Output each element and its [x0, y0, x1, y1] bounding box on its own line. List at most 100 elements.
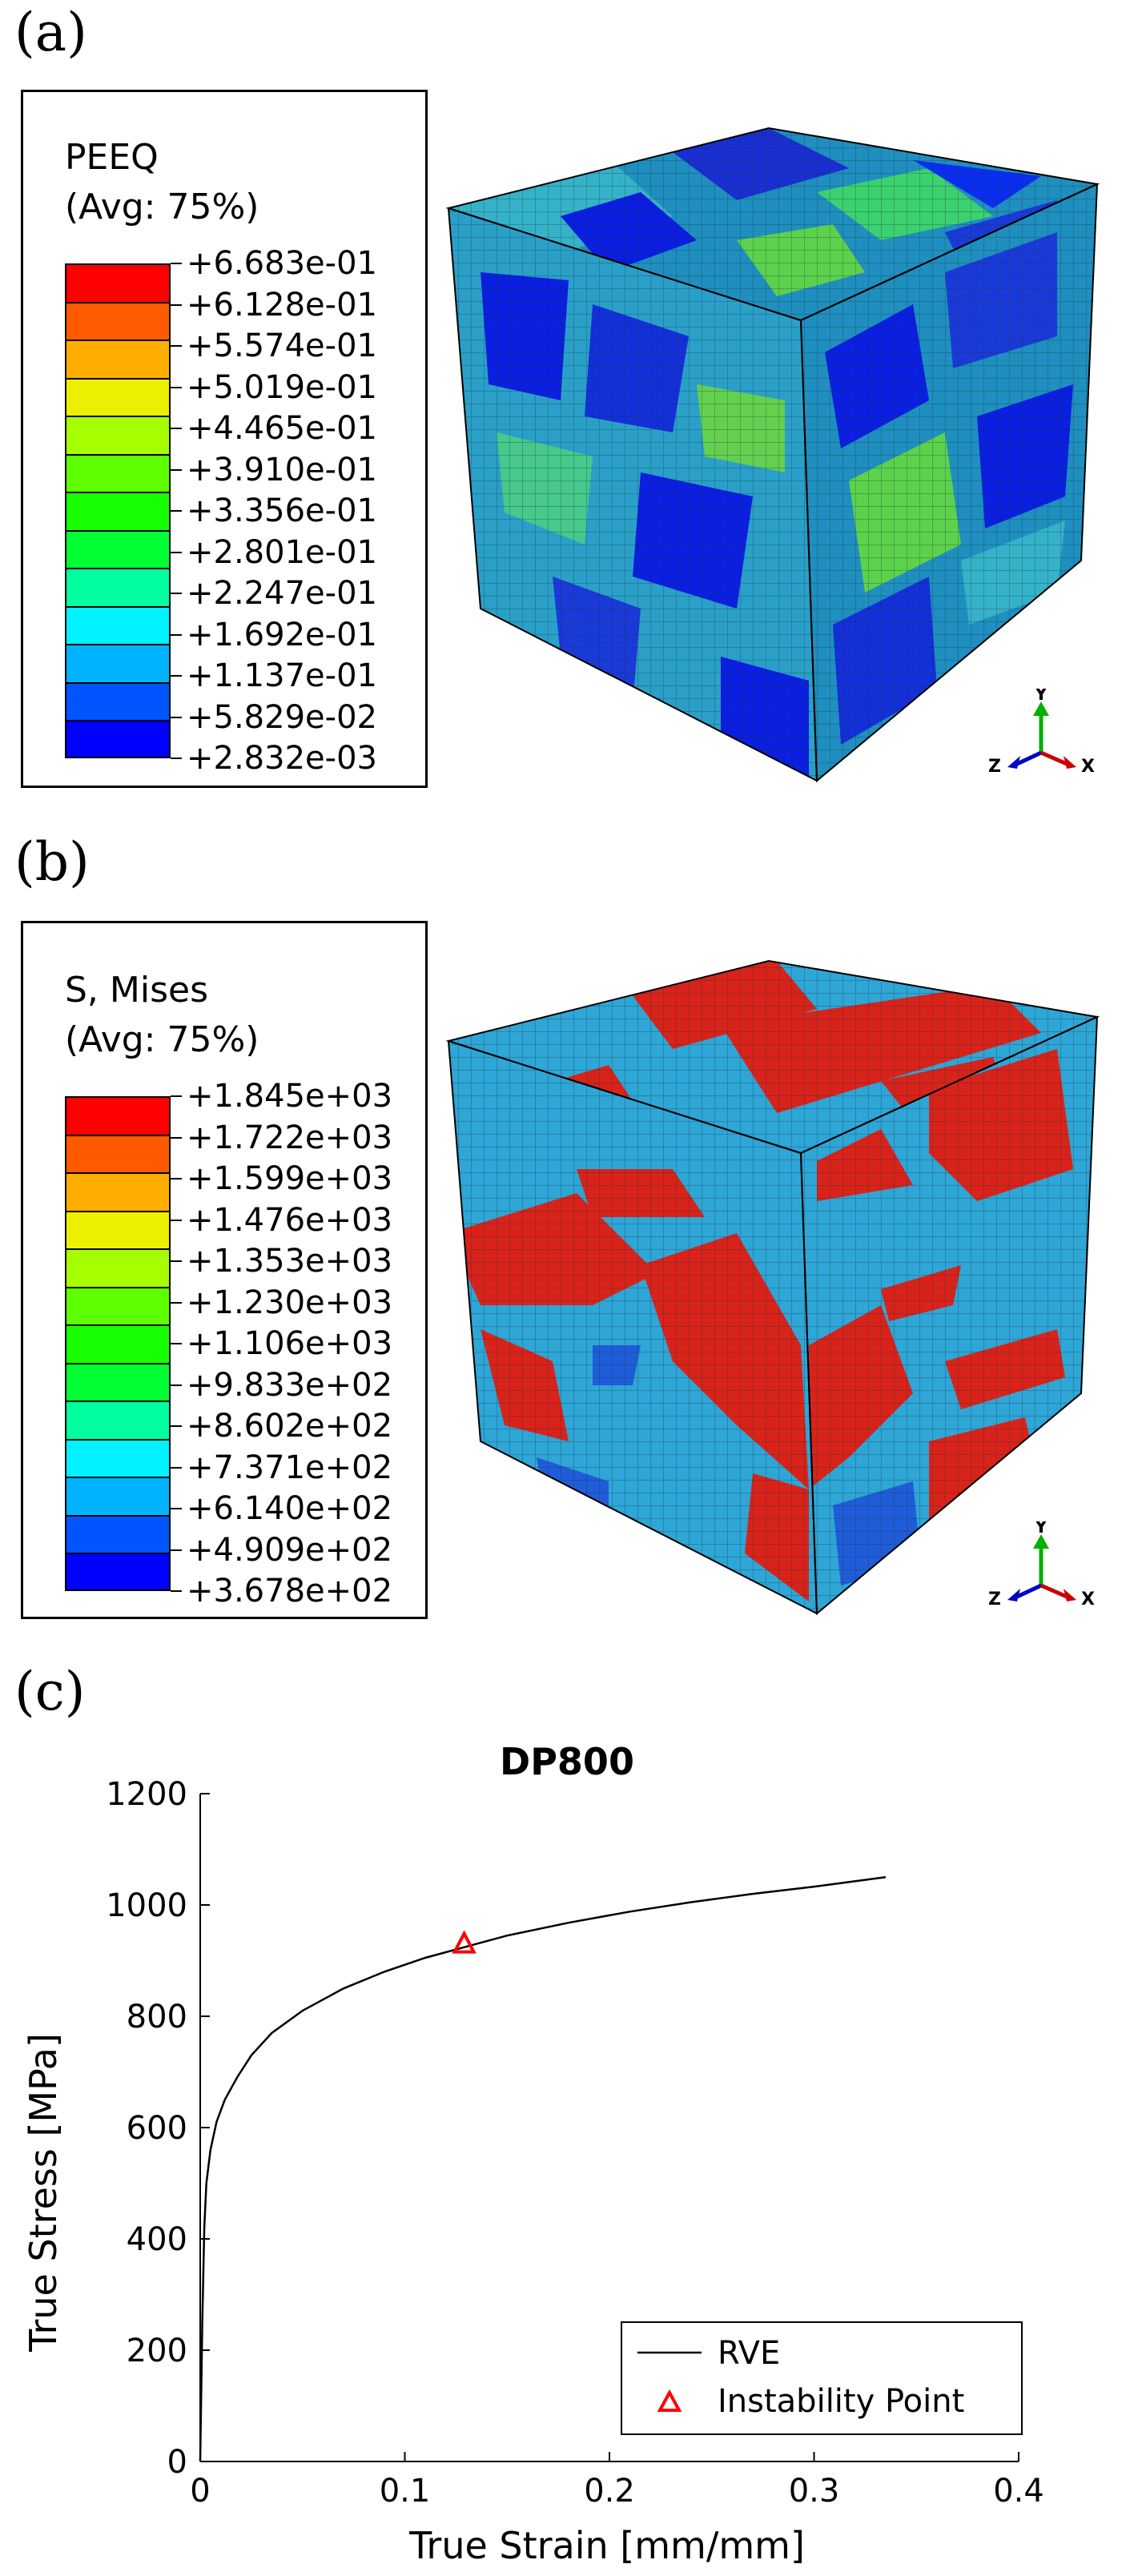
legend-value: +6.140e+02: [187, 1490, 393, 1527]
legend-swatch: [66, 379, 169, 418]
legend-swatch: [66, 1288, 169, 1327]
legend-tick: [171, 1425, 182, 1427]
legend-tick: [171, 1343, 182, 1344]
legend-tick: [171, 758, 182, 759]
legend-swatch: [66, 1250, 169, 1288]
rve-cube-peeq: [445, 127, 1100, 783]
y-tick-label: 0: [167, 2444, 187, 2481]
legend-swatch: [66, 341, 169, 380]
triad-y-label-b: Y: [1034, 1521, 1048, 1537]
legend-swatch: [66, 455, 169, 494]
legend-value: +1.476e+03: [187, 1201, 393, 1239]
legend-tick: [171, 1260, 182, 1262]
legend-tick: [171, 1508, 182, 1509]
triad-y-label-a: Y: [1034, 689, 1048, 705]
legend-tick: [171, 386, 182, 388]
legend-swatch: [66, 1554, 169, 1589]
legend-swatch: [66, 1174, 169, 1212]
legend-swatch: [66, 645, 169, 684]
legend-swatch: [66, 493, 169, 532]
legend-tick: [171, 633, 182, 636]
legend-tick: [171, 551, 182, 553]
legend-swatch: [66, 1326, 169, 1364]
legend-tick: [171, 1095, 182, 1097]
legend-subtitle-mises: (Avg: 75%): [65, 1019, 259, 1060]
rve-cube-mises: [445, 959, 1100, 1616]
y-tick-label: 200: [127, 2333, 187, 2369]
legend-value: +1.353e+03: [187, 1243, 393, 1280]
stress-strain-chart: DP800 0 200 400 600 800 1000 1200 0 0.1 0.2 0.3 0.4…: [22, 1740, 1044, 2567]
panel-label-c: (c): [14, 1661, 86, 1722]
legend-tick: [171, 345, 182, 347]
series-line-rve: [199, 1876, 887, 2462]
legend-value: +5.574e-01: [187, 328, 377, 364]
y-tick-label: 600: [127, 2110, 187, 2147]
legend-swatch: [66, 1098, 169, 1136]
legend-colorbar-peeq: [65, 263, 171, 758]
legend-tick: [171, 675, 182, 677]
legend-swatch: [66, 1364, 169, 1403]
legend-swatch: [66, 303, 169, 342]
coordinate-triad-a: Y Z X: [988, 689, 1095, 777]
legend-mises: S, Mises (Avg: 75%) +1.845e+03 +1.722e+03…: [21, 921, 428, 1619]
legend-value: +6.683e-01: [187, 245, 377, 282]
legend-tick: [171, 1301, 182, 1304]
legend-swatch: [66, 1478, 169, 1517]
legend-tick: [171, 1466, 182, 1469]
legend-colorbar-mises: [65, 1096, 171, 1591]
y-axis-label: True Stress [MPa]: [22, 2033, 65, 2353]
triad-x-label-a: X: [1081, 757, 1095, 777]
chart-ticks: 0 200 400 600 800 1000 1200 0 0.1 0.2 0.3 0.4: [106, 1776, 1044, 2510]
legend-tick: [171, 303, 182, 306]
legend-swatch: [66, 1212, 169, 1251]
legend-tick: [171, 1384, 182, 1386]
legend-value: +9.833e+02: [187, 1366, 393, 1404]
triad-x-label-b: X: [1081, 1589, 1095, 1609]
x-axis-label: True Strain [mm/mm]: [408, 2524, 805, 2567]
legend-peeq: PEEQ (Avg: 75%) +6.683e-01 +6.128e-01 +5.5…: [21, 90, 428, 788]
chart-plot-area: [199, 1876, 887, 2462]
legend-tick: [171, 1549, 182, 1551]
legend-value: +1.692e-01: [187, 616, 377, 653]
chart-legend: RVE Instability Point: [621, 2321, 1023, 2435]
legend-swatch: [66, 569, 169, 608]
legend-swatch: [66, 607, 169, 646]
x-tick-label: 0.4: [993, 2473, 1044, 2510]
legend-frame: [621, 2321, 1023, 2435]
legend-value: +2.247e-01: [187, 575, 377, 612]
y-tick-label: 1000: [106, 1887, 187, 1924]
legend-tick: [171, 716, 182, 718]
x-tick-label: 0.3: [789, 2473, 840, 2510]
legend-tick: [171, 428, 182, 429]
legend-swatch: [66, 1516, 169, 1555]
panel-label-b: (b): [14, 831, 90, 893]
legend-tick: [171, 1178, 182, 1179]
legend-tick: [171, 1590, 182, 1592]
legend-tick: [171, 263, 182, 264]
legend-value: +5.019e-01: [187, 368, 377, 406]
legend-swatch: [66, 721, 169, 757]
y-tick-label: 800: [127, 1999, 187, 2035]
legend-tick: [171, 1136, 182, 1139]
x-tick-label: 0.2: [584, 2473, 635, 2510]
legend-title-peeq: PEEQ: [65, 137, 159, 178]
y-tick-label: 400: [127, 2221, 187, 2258]
legend-value: +2.832e-03: [187, 740, 377, 777]
legend-value: +3.356e-01: [187, 492, 377, 529]
legend-value: +1.722e+03: [187, 1119, 393, 1156]
legend-value: +3.678e+02: [187, 1573, 393, 1609]
legend-swatch: [66, 683, 169, 722]
legend-tick: [171, 1219, 182, 1221]
triad-z-label-a: Z: [988, 757, 1001, 777]
legend-value: +6.128e-01: [187, 286, 377, 324]
legend-tick: [171, 510, 182, 512]
legend-swatch: [66, 1402, 169, 1441]
legend-subtitle-peeq: (Avg: 75%): [65, 187, 259, 227]
legend-value: +2.801e-01: [187, 533, 377, 571]
coordinate-triad-b: Y Z X: [988, 1521, 1095, 1609]
x-tick-label: 0.1: [380, 2473, 431, 2510]
y-tick-label: 1200: [106, 1776, 187, 1813]
legend-value: +3.910e-01: [187, 451, 377, 488]
legend-value: +4.909e+02: [187, 1531, 393, 1569]
legend-label-instability: Instability Point: [718, 2383, 964, 2420]
